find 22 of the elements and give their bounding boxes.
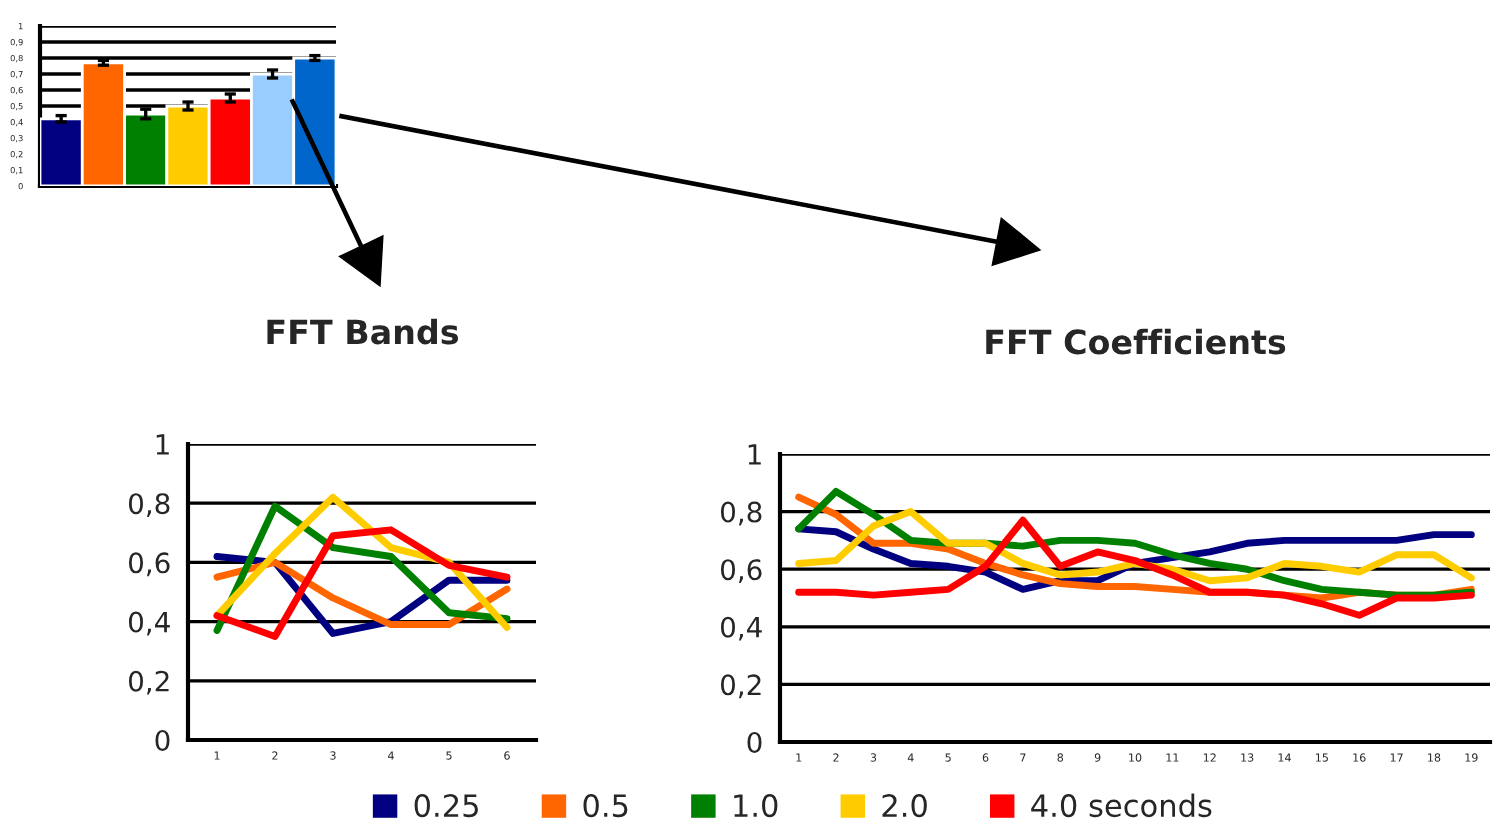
line-series: [213, 526, 511, 640]
y-tick-label: 0,2: [128, 670, 169, 695]
y-tick-label: 1: [748, 444, 761, 465]
chart-title: FFT Coefficients: [986, 328, 1286, 355]
y-tick-label: 0,8: [720, 501, 762, 526]
y-tick-label: 0: [155, 729, 170, 751]
legend-label: 0.25: [414, 794, 478, 818]
line-series: [795, 508, 1475, 585]
y-tick-label: 0,4: [720, 616, 762, 641]
legend-label: 2.0: [882, 794, 927, 818]
y-tick-label: 0: [747, 731, 762, 753]
y-tick-label: 0,4: [128, 611, 170, 636]
y-tick-label: 0,6: [128, 552, 170, 577]
y-tick-label: 0,8: [128, 493, 170, 517]
legend-label: 0.5: [583, 794, 628, 818]
legend-label: 4.0 seconds: [1031, 793, 1212, 818]
y-tick-label: 1: [156, 434, 169, 455]
chart-title: FFT Bands: [267, 318, 459, 345]
y-tick-label: 0,6: [720, 559, 762, 583]
line-series: [795, 516, 1475, 619]
y-tick-label: 0,2: [720, 674, 761, 699]
legend-label: 1.0: [734, 794, 778, 818]
